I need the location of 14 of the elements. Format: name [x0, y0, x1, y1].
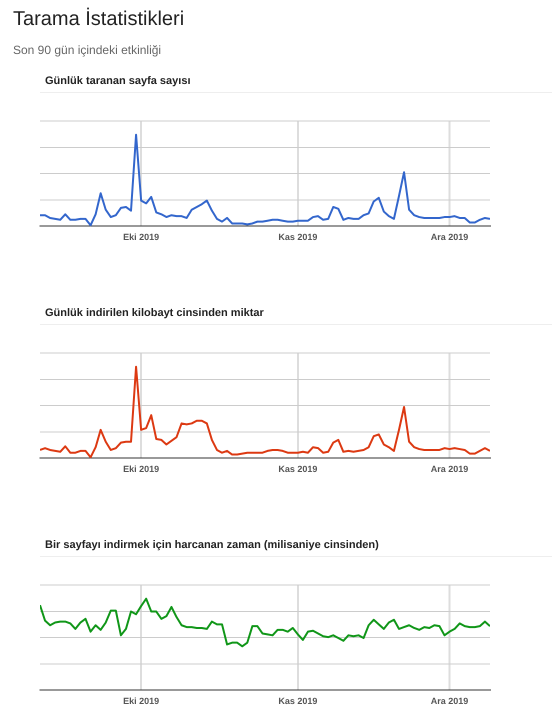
x-tick-label: Ara 2019 — [430, 464, 468, 474]
chart-title: Günlük indirilen kilobayt cinsinden miktar — [44, 307, 265, 321]
x-tick-label: Kas 2019 — [278, 696, 318, 706]
x-tick-label: Kas 2019 — [278, 464, 318, 474]
x-tick-label: Ara 2019 — [430, 696, 468, 706]
x-tick-label: Eki 2019 — [123, 232, 160, 242]
chart-title: Günlük taranan sayfa sayısı — [44, 75, 192, 89]
x-tick-label: Eki 2019 — [123, 464, 160, 474]
x-tick-label: Eki 2019 — [123, 696, 160, 706]
text: Tarama İstatistikleri — [13, 8, 186, 31]
chart-title: Bir sayfayı indirmek için harcanan zaman (milisaniye cinsinden) — [44, 539, 380, 553]
x-tick-label: Kas 2019 — [278, 232, 318, 242]
x-tick-label: Ara 2019 — [430, 232, 468, 242]
text: Son 90 gün içindeki etkinliği — [13, 43, 162, 57]
